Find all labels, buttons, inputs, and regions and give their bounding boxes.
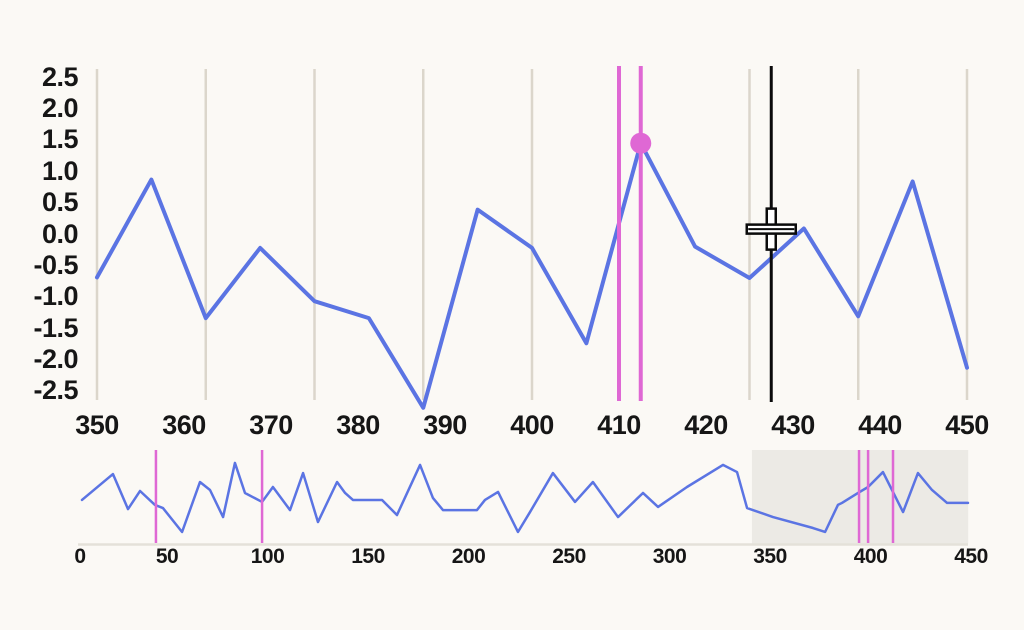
selected-point-dot[interactable] (630, 132, 652, 154)
y-tick-label: 0.5 (41, 187, 79, 218)
x-tick-label: 440 (858, 410, 902, 440)
y-tick-label: 0.0 (41, 218, 79, 249)
x-tick-label: 450 (945, 410, 989, 440)
x-tick-label: 400 (510, 410, 554, 440)
x-tick-label: 350 (75, 410, 119, 440)
y-tick-label: -2.0 (33, 343, 78, 374)
x-tick-label: 360 (162, 410, 206, 440)
x-tick-label: 450 (954, 545, 988, 568)
y-tick-label: 2.0 (41, 93, 79, 124)
x-tick-label: 50 (155, 545, 179, 568)
overview-event-lines[interactable] (154, 450, 895, 543)
x-tick-label: 0 (74, 545, 86, 568)
detail-plot-area[interactable] (97, 66, 967, 402)
x-tick-label: 400 (853, 545, 888, 568)
series-line (95, 141, 969, 410)
x-tick-label: 350 (753, 545, 787, 568)
x-tick-label: 420 (684, 410, 728, 440)
y-tick-label: 1.0 (41, 155, 79, 186)
x-tick-label: 380 (336, 410, 380, 440)
y-tick-label: -2.5 (33, 375, 78, 406)
y-tick-label: -1.5 (33, 312, 78, 343)
x-tick-label: 390 (423, 410, 467, 440)
y-tick-label: 2.5 (41, 61, 79, 92)
x-tick-label: 300 (652, 545, 687, 568)
series-line (80, 461, 970, 534)
x-tick-label: 430 (771, 410, 815, 440)
detail-event-lines[interactable] (617, 66, 643, 401)
x-tick-label: 410 (597, 410, 641, 440)
overview-plot-area[interactable] (78, 450, 968, 544)
y-tick-label: -1.0 (33, 281, 78, 312)
overview-series-line (80, 461, 970, 534)
y-tick-label: -0.5 (33, 249, 78, 280)
x-tick-label: 150 (351, 545, 385, 568)
crosshair-cursor-icon (745, 207, 797, 251)
detail-series-line (95, 141, 969, 410)
x-tick-label: 370 (249, 410, 293, 440)
x-tick-label: 200 (451, 545, 486, 568)
selected-point-marker[interactable] (630, 132, 652, 154)
x-tick-label: 250 (552, 545, 586, 568)
x-tick-label: 100 (250, 545, 285, 568)
y-tick-label: 1.5 (41, 124, 79, 155)
